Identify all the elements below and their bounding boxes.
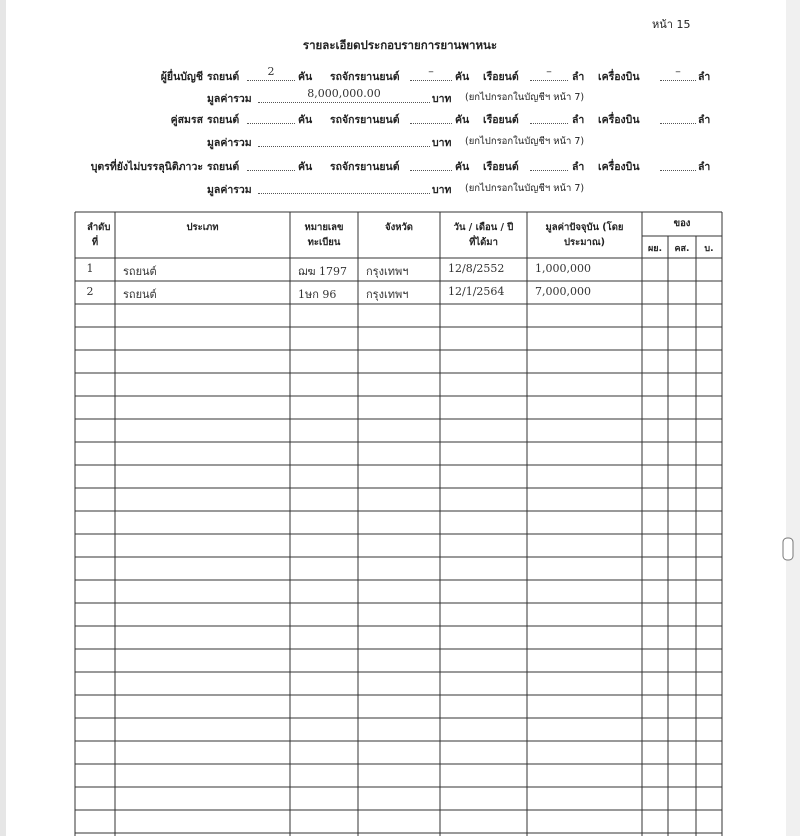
column-header: ลำดับ ที่	[87, 222, 111, 248]
table-cell: 1,000,000	[535, 262, 591, 275]
field-label: รถจักรยานยนต์	[330, 71, 400, 83]
column-header: หมายเลข ทะเบียน	[304, 222, 344, 248]
page-number: หน้า 15	[652, 18, 691, 31]
field-label: คัน	[455, 114, 470, 126]
field-value: –	[428, 65, 434, 78]
field-value: –	[675, 65, 681, 78]
field-label: รถจักรยานยนต์	[330, 114, 400, 126]
dotted-field	[530, 68, 568, 81]
field-label: คัน	[455, 161, 470, 173]
field-label: มูลค่ารวม	[207, 184, 252, 196]
field-label: ลำ	[572, 114, 585, 126]
field-label: รถยนต์	[207, 114, 240, 126]
dotted-field	[258, 134, 430, 147]
table-cell: รถยนต์	[123, 265, 157, 278]
column-header: ของ	[673, 218, 691, 229]
table-cell: 2	[86, 285, 94, 298]
column-header: วัน / เดือน / ปี ที่ได้มา	[453, 222, 514, 248]
dotted-field	[530, 111, 568, 124]
note: (ยกไปกรอกในบัญชีฯ หน้า 7)	[465, 136, 585, 147]
field-label: เรือยนต์	[483, 71, 519, 83]
scroll-track	[786, 0, 800, 836]
field-value: –	[546, 65, 552, 78]
table-cell: 7,000,000	[535, 285, 591, 298]
field-label: ลำ	[572, 71, 585, 83]
dotted-field	[258, 181, 430, 194]
field-label: รถจักรยานยนต์	[330, 161, 400, 173]
field-label: คัน	[298, 114, 313, 126]
dotted-field	[530, 158, 568, 171]
table-cell: 1	[86, 262, 94, 275]
dotted-field	[247, 158, 295, 171]
page-edge	[0, 0, 6, 836]
note: (ยกไปกรอกในบัญชีฯ หน้า 7)	[465, 183, 585, 194]
table-cell: 12/1/2564	[448, 285, 505, 298]
dotted-field	[247, 68, 295, 81]
column-header: จังหวัด	[385, 222, 413, 233]
field-label: บาท	[432, 137, 452, 149]
field-label: คัน	[298, 161, 313, 173]
table-cell: ฌฆ 1797	[298, 265, 348, 278]
field-label: เครื่องบิน	[598, 161, 640, 173]
filer-label: บุตรที่ยังไม่บรรลุนิติภาวะ	[90, 161, 203, 173]
dotted-field	[410, 68, 452, 81]
owner-header: ผย.	[648, 244, 662, 254]
table-cell: 1ษก 96	[298, 288, 337, 301]
field-label: เรือยนต์	[483, 114, 519, 126]
table-cell: กรุงเทพฯ	[366, 265, 409, 278]
field-label: คัน	[298, 71, 313, 83]
dotted-field	[410, 111, 452, 124]
dotted-field	[660, 68, 696, 81]
table-cell: 12/8/2552	[448, 262, 505, 275]
dotted-field	[660, 158, 696, 171]
field-label: คัน	[455, 71, 470, 83]
title: รายละเอียดประกอบรายการยานพาหนะ	[302, 38, 498, 52]
column-header: ประเภท	[186, 222, 219, 233]
field-label: รถยนต์	[207, 71, 240, 83]
dotted-field	[410, 158, 452, 171]
field-label: เรือยนต์	[483, 161, 519, 173]
dotted-field	[258, 90, 430, 103]
field-label: รถยนต์	[207, 161, 240, 173]
filer-label: คู่สมรส	[170, 114, 203, 126]
table-grid	[74, 211, 723, 836]
field-value: 8,000,000.00	[307, 87, 381, 100]
field-label: เครื่องบิน	[598, 114, 640, 126]
table-cell: กรุงเทพฯ	[366, 288, 409, 301]
field-label: ลำ	[698, 114, 711, 126]
dotted-field	[660, 111, 696, 124]
field-value: 2	[267, 65, 275, 78]
column-header: มูลค่าปัจจุบัน (โดยประมาณ)	[545, 222, 624, 248]
table-cell: รถยนต์	[123, 288, 157, 301]
dotted-field	[247, 111, 295, 124]
owner-header: บ.	[704, 244, 714, 254]
owner-header: คส.	[674, 244, 690, 254]
field-label: บาท	[432, 93, 452, 105]
note: (ยกไปกรอกในบัญชีฯ หน้า 7)	[465, 92, 585, 103]
field-label: บาท	[432, 184, 452, 196]
scroll-thumb[interactable]	[782, 537, 794, 561]
field-label: ลำ	[572, 161, 585, 173]
filer-label: ผู้ยื่นบัญชี	[160, 71, 203, 83]
field-label: ลำ	[698, 71, 711, 83]
field-label: เครื่องบิน	[598, 71, 640, 83]
field-label: มูลค่ารวม	[207, 137, 252, 149]
field-label: มูลค่ารวม	[207, 93, 252, 105]
field-label: ลำ	[698, 161, 711, 173]
